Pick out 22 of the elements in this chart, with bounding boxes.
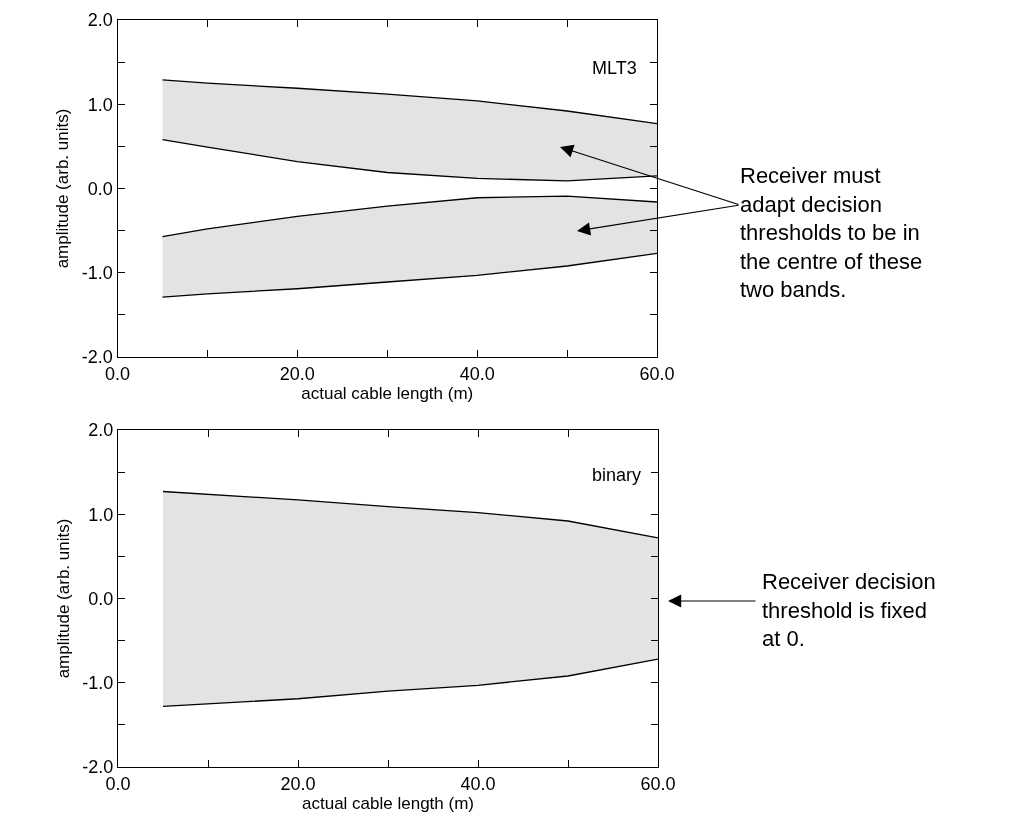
annotation: MLT3 (592, 58, 637, 78)
y-tick-label: 1.0 (87, 94, 113, 115)
y-tick-label: -1.0 (82, 673, 114, 694)
x-axis-title: actual cable length (m) (302, 793, 474, 813)
y-tick-label: 1.0 (88, 504, 114, 525)
y-tick-label: 2.0 (88, 420, 114, 441)
x-tick-label: 40.0 (459, 363, 495, 384)
x-axis-title: actual cable length (m) (301, 383, 474, 403)
y-tick-label: 2.0 (87, 10, 113, 31)
y-axis-title: amplitude (arb. units) (53, 518, 73, 679)
x-tick-label: 60.0 (639, 363, 675, 384)
x-tick-label: 60.0 (640, 773, 676, 794)
x-tick-label: 20.0 (280, 773, 316, 794)
y-tick-label: 0.0 (87, 178, 113, 199)
x-tick-label: 20.0 (279, 363, 315, 384)
text: Receiver decision threshold is fixed at 0. (762, 569, 936, 652)
y-tick-label: -1.0 (81, 263, 113, 284)
x-tick-label: 40.0 (460, 773, 496, 794)
text: Receiver must adapt decision thresholds to be in the centre of these two bands. (740, 163, 923, 303)
y-tick-label: 0.0 (88, 588, 114, 609)
annotation: binary (592, 465, 642, 485)
y-axis-title: amplitude (arb. units) (53, 108, 73, 269)
